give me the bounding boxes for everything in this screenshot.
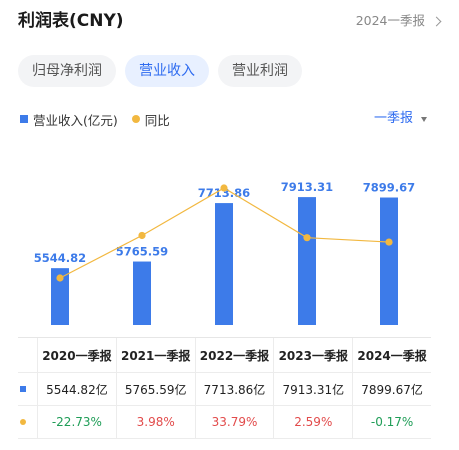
data-table: 2020一季报 2021一季报 2022一季报 2023一季报 2024一季报 … <box>18 337 431 439</box>
table-header-cell: 2024一季报 <box>357 348 427 363</box>
revenue-bar[interactable] <box>380 197 398 325</box>
table-corner <box>18 338 38 372</box>
chevron-right-icon <box>431 16 442 26</box>
bar-legend-label: 营业收入(亿元) <box>33 112 118 128</box>
table-row-revenue: 5544.82亿 5765.59亿 7713.86亿 7913.31亿 7899… <box>18 373 431 406</box>
revenue-bar[interactable] <box>133 261 151 325</box>
yoy-point[interactable] <box>385 238 393 246</box>
yoy-point[interactable] <box>220 184 228 192</box>
chart-legend: 营业收入(亿元) 同比 <box>20 110 170 128</box>
table-cell: 2.59% <box>274 406 354 438</box>
revenue-bar[interactable] <box>51 268 69 325</box>
table-cell: 7913.31亿 <box>274 373 354 405</box>
bar-value-label: 7899.67 <box>363 181 415 195</box>
yoy-row-marker-cell <box>18 406 38 438</box>
bar-legend-marker <box>20 115 28 123</box>
bar-value-label: 7713.86 <box>198 186 250 200</box>
tab-revenue[interactable]: 营业收入 <box>125 55 209 87</box>
table-cell: 33.79% <box>196 406 275 438</box>
revenue-marker <box>20 386 26 392</box>
yoy-marker <box>20 419 26 425</box>
bar-value-label: 5765.59 <box>116 245 168 259</box>
line-legend-marker <box>131 115 140 123</box>
table-header-cell: 2021一季报 <box>117 338 196 372</box>
period-dropdown[interactable]: 一季报 <box>374 110 427 128</box>
header: 利润表(CNY) 2024一季报 <box>18 10 442 32</box>
table-header-cell: 2022一季报 <box>196 338 275 372</box>
yoy-point[interactable] <box>303 234 311 242</box>
table-cell: -22.73% <box>38 406 117 438</box>
table-cell: 5765.59亿 <box>117 373 196 405</box>
bar-value-label: 7913.31 <box>281 180 333 194</box>
caret-down-icon <box>421 116 427 122</box>
revenue-bar[interactable] <box>298 197 316 325</box>
yoy-point[interactable] <box>56 274 64 282</box>
revenue-bar[interactable] <box>215 203 233 325</box>
revenue-row-marker-cell <box>18 373 38 405</box>
period-dropdown-value: 一季报 <box>373 111 413 126</box>
table-cell: -0.17% <box>370 415 414 429</box>
yoy-point[interactable] <box>138 231 146 240</box>
table-cell: 3.98% <box>117 406 196 438</box>
table-cell: 7713.86亿 <box>196 373 275 405</box>
revenue-chart: 5544.82 5765.59 7713.86 7913.31 7899.67 <box>34 180 415 325</box>
table-header-cell: 2023一季报 <box>274 338 354 372</box>
table-cell: 7899.67亿 <box>361 382 423 397</box>
line-legend-label: 同比 <box>144 112 170 128</box>
bar-value-label: 5544.82 <box>34 251 86 265</box>
tab-net-profit[interactable]: 归母净利润 <box>18 55 116 87</box>
tab-operating-profit[interactable]: 营业利润 <box>218 55 302 87</box>
report-period-label: 2024一季报 <box>355 13 425 28</box>
table-cell: 5544.82亿 <box>38 373 117 405</box>
page-title: 利润表(CNY) <box>18 11 124 31</box>
report-period-link[interactable]: 2024一季报 <box>356 12 442 30</box>
table-row-yoy: -22.73% 3.98% 33.79% 2.59% -0.17% <box>18 406 431 439</box>
table-header-cell: 2020一季报 <box>38 338 117 372</box>
table-header-row: 2020一季报 2021一季报 2022一季报 2023一季报 2024一季报 <box>18 338 431 373</box>
metric-tabs: 归母净利润 营业收入 营业利润 <box>18 55 302 87</box>
